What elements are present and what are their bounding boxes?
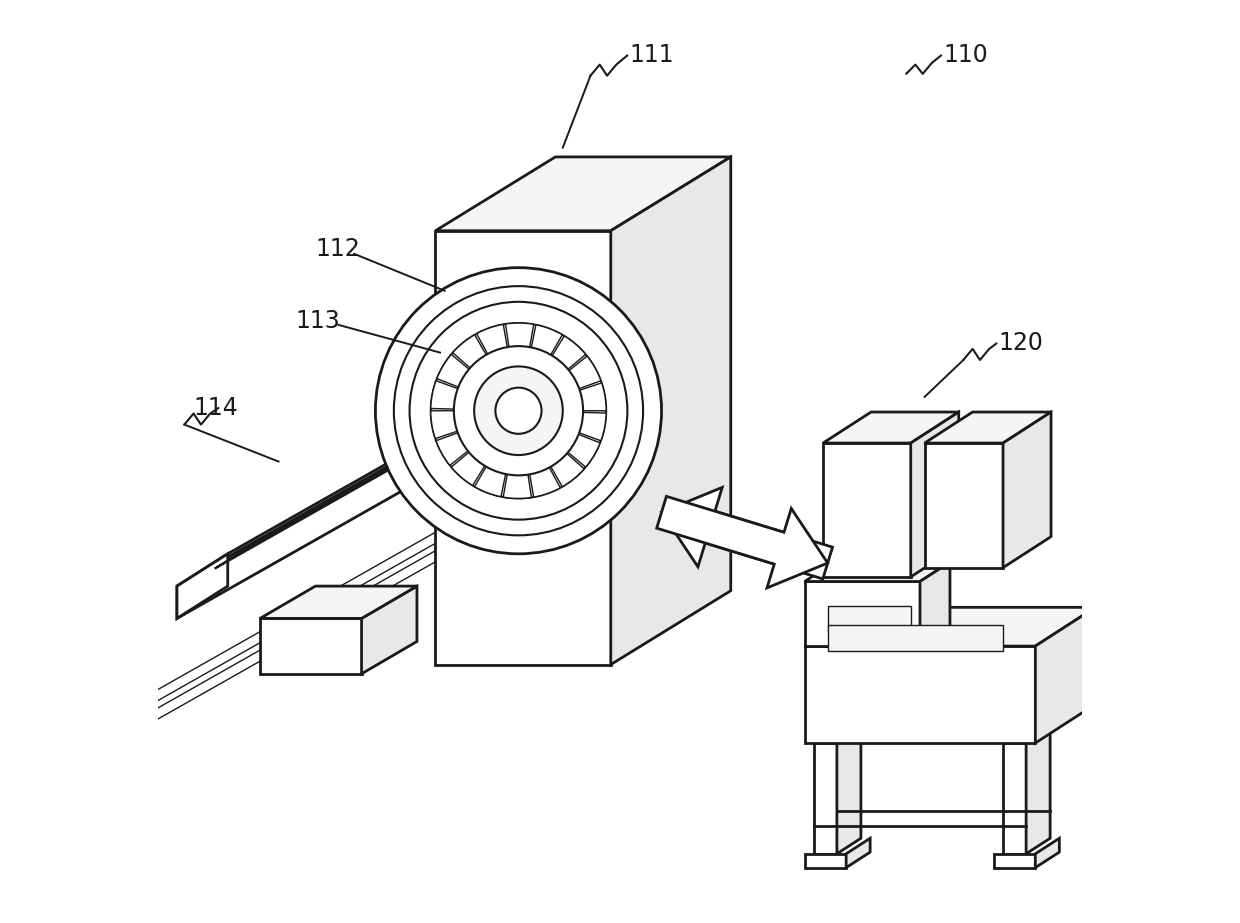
Polygon shape xyxy=(837,727,861,854)
Circle shape xyxy=(454,346,583,475)
Text: 111: 111 xyxy=(629,43,673,67)
Wedge shape xyxy=(503,470,532,498)
Wedge shape xyxy=(451,450,487,485)
Polygon shape xyxy=(362,586,417,674)
Wedge shape xyxy=(506,323,533,352)
Polygon shape xyxy=(805,646,1035,743)
Text: 113: 113 xyxy=(295,309,340,333)
Circle shape xyxy=(430,323,606,498)
Polygon shape xyxy=(925,443,1003,568)
Wedge shape xyxy=(575,383,606,411)
Wedge shape xyxy=(548,450,584,486)
Wedge shape xyxy=(549,336,585,372)
Polygon shape xyxy=(805,581,920,646)
Polygon shape xyxy=(657,497,827,588)
Polygon shape xyxy=(435,231,611,665)
Polygon shape xyxy=(1003,743,1027,854)
Wedge shape xyxy=(575,413,606,440)
Polygon shape xyxy=(827,606,910,632)
Polygon shape xyxy=(215,408,495,569)
Text: 110: 110 xyxy=(944,43,988,67)
Polygon shape xyxy=(827,625,1003,651)
Polygon shape xyxy=(260,586,417,618)
Circle shape xyxy=(409,302,627,520)
Text: 112: 112 xyxy=(315,237,360,261)
Polygon shape xyxy=(454,397,505,462)
Wedge shape xyxy=(476,324,508,358)
Circle shape xyxy=(474,366,563,455)
Polygon shape xyxy=(823,443,910,577)
Wedge shape xyxy=(565,356,601,390)
Circle shape xyxy=(394,286,644,535)
Polygon shape xyxy=(805,854,846,868)
Polygon shape xyxy=(1003,412,1052,568)
Wedge shape xyxy=(430,381,463,409)
Wedge shape xyxy=(436,354,472,389)
Wedge shape xyxy=(436,431,471,465)
Wedge shape xyxy=(430,411,461,438)
Polygon shape xyxy=(177,429,454,618)
Polygon shape xyxy=(1035,607,1095,743)
Polygon shape xyxy=(140,520,491,729)
Polygon shape xyxy=(611,157,730,665)
Polygon shape xyxy=(177,554,228,618)
Polygon shape xyxy=(435,157,730,231)
Wedge shape xyxy=(475,462,506,497)
Polygon shape xyxy=(920,562,950,646)
Polygon shape xyxy=(910,412,959,577)
Polygon shape xyxy=(805,543,980,581)
Polygon shape xyxy=(846,838,870,868)
Polygon shape xyxy=(925,412,1052,443)
Text: 120: 120 xyxy=(998,331,1043,355)
Polygon shape xyxy=(813,743,837,854)
Polygon shape xyxy=(1027,727,1050,854)
Circle shape xyxy=(496,388,542,434)
Polygon shape xyxy=(140,501,491,711)
Circle shape xyxy=(376,268,661,554)
Polygon shape xyxy=(823,412,959,443)
Text: 114: 114 xyxy=(193,396,238,420)
Wedge shape xyxy=(531,325,562,359)
Polygon shape xyxy=(1035,838,1059,868)
Wedge shape xyxy=(529,463,560,497)
Polygon shape xyxy=(805,607,1095,646)
Polygon shape xyxy=(177,397,505,586)
Wedge shape xyxy=(564,433,600,467)
Polygon shape xyxy=(661,487,832,579)
Polygon shape xyxy=(993,854,1035,868)
Wedge shape xyxy=(453,335,489,371)
Polygon shape xyxy=(260,618,362,674)
